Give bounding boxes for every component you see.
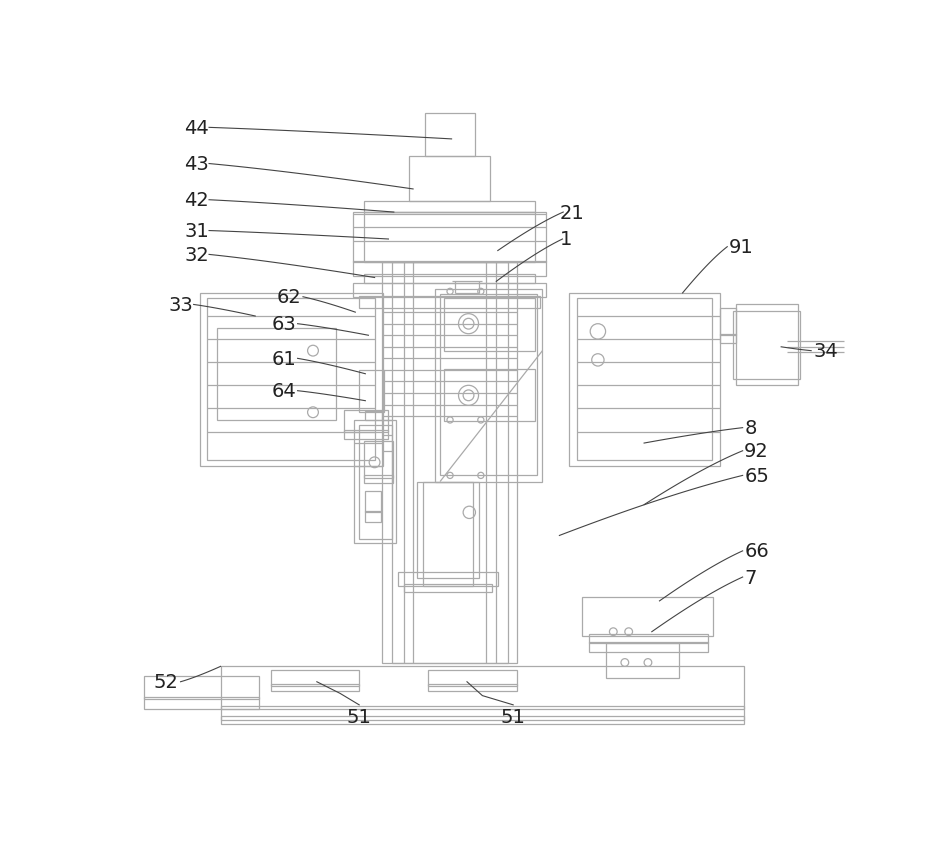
- Bar: [444, 299, 534, 351]
- Bar: [363, 213, 534, 262]
- Bar: [359, 425, 391, 538]
- Bar: [216, 328, 336, 420]
- Bar: [416, 482, 478, 578]
- Text: 1: 1: [559, 230, 571, 249]
- Bar: [365, 491, 380, 513]
- Bar: [353, 213, 545, 262]
- Bar: [363, 274, 534, 284]
- Text: 43: 43: [184, 154, 209, 174]
- Bar: [577, 299, 711, 461]
- Text: 92: 92: [744, 441, 768, 461]
- Text: 51: 51: [346, 707, 371, 726]
- Bar: [428, 670, 516, 686]
- Bar: [363, 476, 393, 484]
- Bar: [344, 410, 388, 432]
- Text: 91: 91: [728, 238, 752, 257]
- Bar: [424, 114, 474, 157]
- Bar: [718, 334, 735, 344]
- Bar: [353, 420, 396, 544]
- Bar: [403, 584, 491, 592]
- Text: 32: 32: [184, 246, 209, 264]
- Bar: [270, 670, 359, 686]
- Text: 51: 51: [500, 707, 525, 726]
- Bar: [718, 309, 735, 336]
- Text: 34: 34: [813, 342, 837, 360]
- Bar: [392, 262, 507, 663]
- Bar: [588, 642, 707, 652]
- Text: 66: 66: [744, 542, 768, 560]
- Bar: [363, 201, 534, 213]
- Text: 44: 44: [184, 119, 209, 138]
- Bar: [428, 684, 516, 691]
- Bar: [444, 370, 534, 422]
- Text: 7: 7: [744, 568, 756, 587]
- Bar: [397, 572, 497, 586]
- Bar: [588, 634, 707, 643]
- Bar: [732, 312, 800, 380]
- Bar: [365, 411, 382, 420]
- Bar: [382, 262, 516, 663]
- Bar: [423, 482, 473, 586]
- Bar: [735, 305, 798, 386]
- Text: 33: 33: [169, 295, 194, 315]
- Text: 21: 21: [559, 203, 583, 222]
- Bar: [220, 717, 744, 724]
- Text: 8: 8: [744, 419, 756, 438]
- Bar: [199, 294, 382, 467]
- Text: 61: 61: [271, 349, 295, 369]
- Bar: [605, 643, 678, 678]
- Bar: [353, 262, 545, 277]
- Text: 63: 63: [271, 315, 295, 334]
- Text: 31: 31: [184, 222, 209, 241]
- Bar: [409, 157, 490, 201]
- Bar: [143, 676, 259, 699]
- Text: 65: 65: [744, 467, 768, 485]
- Text: 64: 64: [271, 381, 295, 401]
- Bar: [344, 430, 388, 440]
- Bar: [353, 284, 545, 297]
- Text: 52: 52: [153, 673, 178, 691]
- Bar: [359, 296, 540, 309]
- Bar: [365, 511, 380, 522]
- Bar: [208, 299, 375, 461]
- Bar: [220, 706, 744, 721]
- Bar: [363, 441, 393, 479]
- Bar: [582, 598, 713, 636]
- Text: 42: 42: [184, 191, 209, 210]
- Text: 62: 62: [277, 288, 301, 307]
- Bar: [220, 667, 744, 709]
- Bar: [440, 295, 536, 476]
- Bar: [143, 697, 259, 709]
- Bar: [434, 289, 542, 482]
- Bar: [569, 294, 718, 467]
- Bar: [270, 684, 359, 691]
- Bar: [359, 371, 383, 413]
